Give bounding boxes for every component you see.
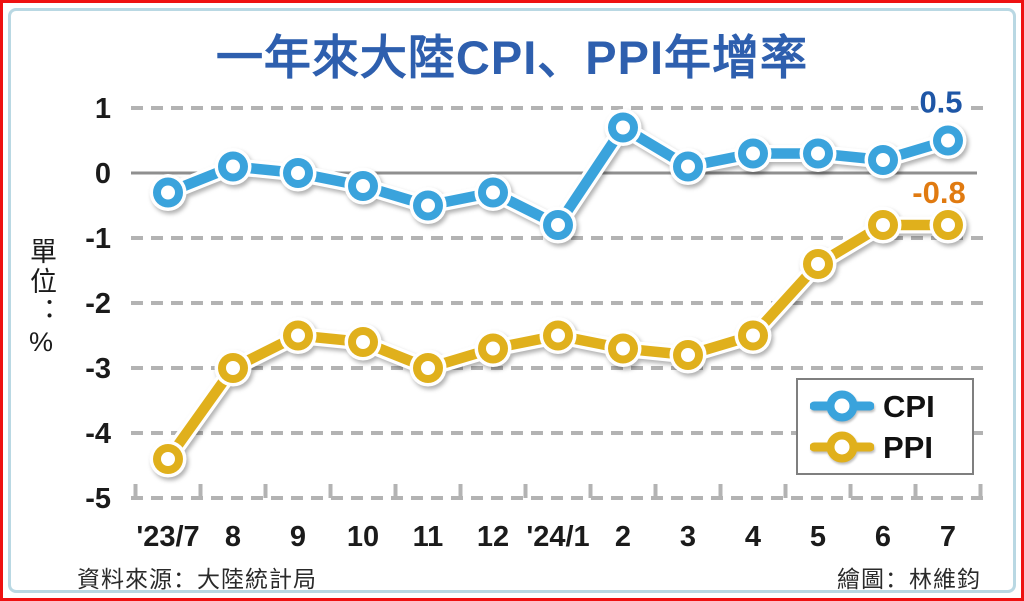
chart-panel [8,8,1016,593]
chart-title: 一年來大陸CPI、PPI年增率 [215,31,809,84]
legend-item-cpi: CPI [810,388,972,424]
chart-legend: CPI PPI [796,378,974,475]
legend-label-cpi: CPI [883,388,935,424]
y-axis-unit-label: 單位：% [26,237,56,360]
data-source-note: 資料來源：大陸統計局 [77,566,317,592]
credit-note: 繪圖：林維鈞 [837,566,981,592]
legend-label-ppi: PPI [883,429,933,465]
cpi-series-marker-icon [810,390,874,422]
legend-item-ppi: PPI [810,429,972,465]
ppi-series-marker-icon [810,431,874,463]
